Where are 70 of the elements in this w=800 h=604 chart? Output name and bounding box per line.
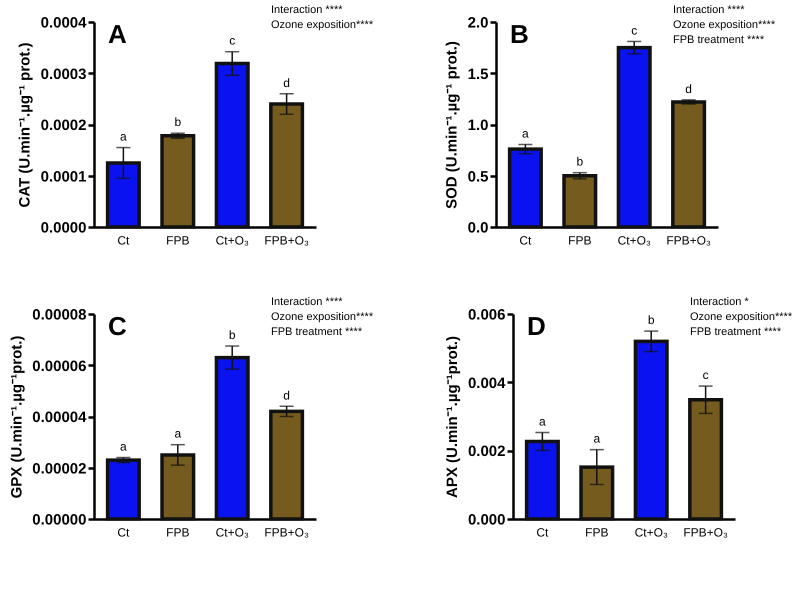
x-tick-label: Ct [536,526,550,540]
annotation: FPB treatment **** [673,34,765,46]
y-tick-label: 0.5 [468,168,488,186]
annotation: b [174,115,182,130]
y-axis-title: CAT (U.min⁻¹.µg⁻¹ prot.) [16,42,34,208]
y-tick-label: 0.0004 [40,14,88,32]
y-tick-label: 0.0003 [40,66,86,83]
y-tick-label: 0.0 [468,220,488,236]
annotation: Ozone exposition**** [673,19,776,31]
y-axis-title: SOD (U.min⁻¹.µg⁻¹ prot.) [444,41,461,209]
annotation: FPB treatment **** [271,326,363,338]
y-tick-label: 0.00006 [32,358,86,375]
text: Interaction * [690,296,750,308]
x-tick-label: FPB [166,234,190,248]
annotation: b [648,313,655,328]
y-tick-label: 2.0 [468,14,488,32]
y-tick-label: 1.5 [468,66,488,83]
chart-title: D [527,311,546,341]
annotation: d [283,76,290,90]
x-tick-label: FPB+O₃ [264,234,310,248]
annotation: c [631,23,638,38]
annotation: d [685,82,692,96]
y-tick-label: 0.00008 [32,306,86,324]
x-tick-label: FPB+O₃ [666,234,712,248]
annotation: a [593,432,600,446]
x-tick-label: FPB [585,526,608,540]
x-tick-label: FPB [166,526,190,540]
y-tick-label: 0.000 [468,512,506,528]
x-tick-label: Ct+O₃ [634,526,668,540]
x-tick-label: FPB+O₃ [683,526,728,540]
y-tick-label: 0.0001 [40,168,86,186]
y-tick-label: 0.0002 [40,117,86,134]
x-tick-label: Ct+O₃ [216,234,249,248]
annotation: Ozone exposition**** [690,311,793,323]
chart-title: B [510,19,529,49]
x-tick-label: Ct [519,234,532,248]
annotation: b [228,328,236,342]
annotation: d [283,388,290,402]
annotation: b [576,154,584,169]
x-tick-label: FPB [568,234,592,248]
annotation: a [522,126,530,140]
annotation: Ozone exposition**** [271,19,374,31]
y-tick-label: 0.00004 [32,409,88,426]
annotation: a [539,414,546,429]
annotation: FPB treatment **** [690,326,782,338]
y-tick-label: 1.0 [468,117,488,134]
y-tick-label: 0.004 [468,374,506,392]
y-tick-label: 0.00000 [32,512,86,528]
x-tick-label: Ct+O₃ [618,234,651,248]
annotation: Ozone exposition**** [271,311,374,323]
annotation: a [120,440,128,454]
annotation: a [174,426,182,441]
x-tick-label: Ct+O₃ [216,526,249,540]
text: Interaction **** [673,4,746,16]
x-tick-label: Ct [117,234,130,248]
y-tick-label: 0.00002 [32,460,86,478]
y-axis-title: APX (U.min⁻¹.µg⁻¹prot.) [444,336,461,498]
text: Interaction **** [271,4,344,16]
annotation: a [120,130,128,144]
chart-title: C [108,311,127,341]
x-tick-label: FPB+O₃ [264,526,310,540]
chart-title: A [108,19,127,49]
y-axis-title: GPX (U.min⁻¹.µg⁻¹prot.) [8,336,26,498]
y-tick-label: 0.006 [468,306,506,324]
annotation: c [702,368,709,382]
annotation: c [229,34,236,48]
y-tick-label: 0.002 [468,443,506,460]
x-tick-label: Ct [117,526,130,540]
text: Interaction **** [271,296,344,308]
y-tick-label: 0.0000 [40,220,86,236]
